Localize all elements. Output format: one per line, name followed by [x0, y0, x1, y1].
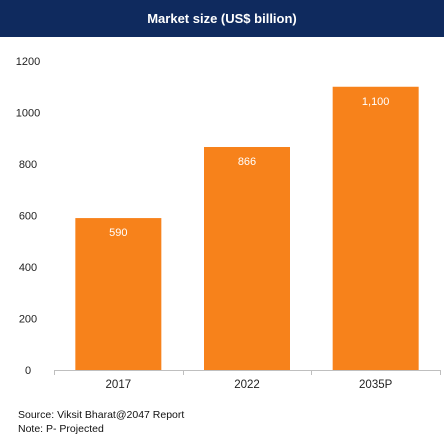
bar-2022 — [204, 147, 290, 370]
x-tick-label: 2022 — [234, 379, 260, 391]
x-tick-label: 2017 — [106, 379, 132, 391]
projection-note: Note: P- Projected — [18, 423, 104, 435]
source-note: Source: Viksit Bharat@2047 Report — [18, 409, 185, 421]
y-tick-label: 1200 — [16, 56, 40, 68]
y-tick-label: 800 — [19, 159, 37, 171]
bar-value-label: 590 — [109, 227, 127, 239]
y-tick-label: 400 — [19, 262, 37, 274]
bar-2017 — [75, 218, 162, 370]
chart-title: Market size (US$ billion) — [147, 11, 297, 26]
y-tick-label: 0 — [25, 365, 31, 377]
y-tick-label: 200 — [19, 314, 37, 326]
y-tick-label: 1000 — [16, 108, 40, 120]
chart-footer: Source: Viksit Bharat@2047 Report Note: … — [18, 408, 184, 436]
bar-chart: 0 200 400 600 800 1000 1200 590 2017 866 2022 1,100… — [16, 56, 441, 391]
y-tick-label: 600 — [19, 211, 37, 223]
bar-2035p — [332, 86, 419, 370]
bar-value-label: 866 — [238, 156, 256, 168]
bar-value-label: 1,100 — [362, 96, 390, 108]
x-tick-label: 2035P — [359, 379, 393, 391]
chart-title-banner: Market size (US$ billion) — [0, 0, 444, 37]
